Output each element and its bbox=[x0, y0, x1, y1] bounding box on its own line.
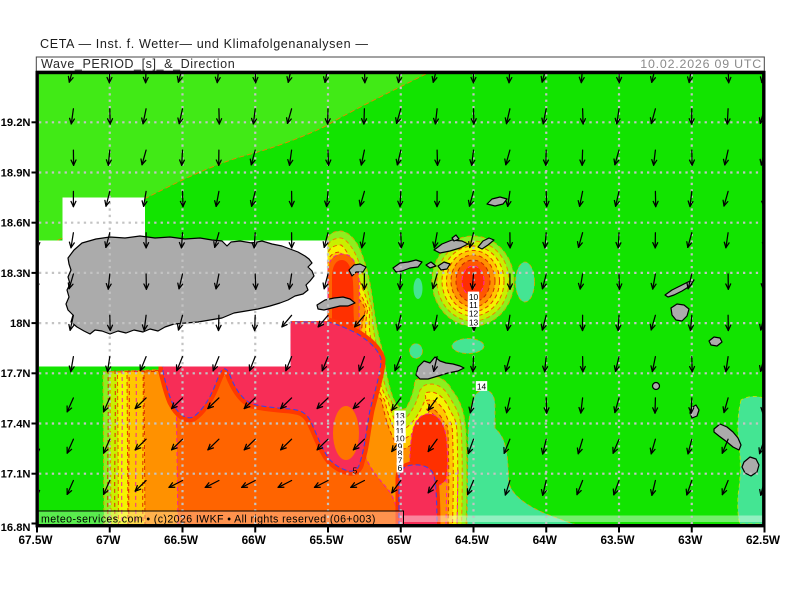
svg-text:66.5W: 66.5W bbox=[164, 533, 199, 547]
svg-text:65W: 65W bbox=[387, 533, 412, 547]
svg-text:17.1N: 17.1N bbox=[1, 469, 31, 481]
svg-text:12: 12 bbox=[469, 308, 479, 318]
svg-text:64W: 64W bbox=[533, 533, 558, 547]
svg-text:62.5W: 62.5W bbox=[746, 533, 781, 547]
svg-text:8: 8 bbox=[398, 448, 403, 458]
svg-text:64.5W: 64.5W bbox=[455, 533, 490, 547]
svg-text:18N: 18N bbox=[10, 318, 31, 330]
svg-text:65.5W: 65.5W bbox=[309, 533, 344, 547]
svg-text:13: 13 bbox=[395, 411, 405, 421]
svg-text:7: 7 bbox=[398, 455, 403, 465]
svg-text:18.6N: 18.6N bbox=[1, 218, 31, 230]
svg-text:10.02.2026 09 UTC: 10.02.2026 09 UTC bbox=[640, 57, 762, 71]
svg-text:19.2N: 19.2N bbox=[1, 117, 31, 129]
svg-text:67.5W: 67.5W bbox=[18, 533, 53, 547]
svg-text:meteo-services.com • (c)2026 I: meteo-services.com • (c)2026 IWKF • All … bbox=[41, 513, 376, 525]
svg-text:67W: 67W bbox=[96, 533, 121, 547]
svg-text:17.4N: 17.4N bbox=[1, 418, 31, 430]
svg-text:14: 14 bbox=[477, 381, 487, 391]
svg-text:18.9N: 18.9N bbox=[1, 167, 31, 179]
svg-text:11: 11 bbox=[396, 426, 405, 436]
svg-text:9: 9 bbox=[398, 441, 403, 451]
svg-text:12: 12 bbox=[395, 418, 405, 428]
svg-text:5: 5 bbox=[353, 465, 358, 475]
svg-text:Wave_PERIOD_[s]_&_Direction: Wave_PERIOD_[s]_&_Direction bbox=[41, 57, 235, 71]
svg-text:17.7N: 17.7N bbox=[1, 368, 31, 380]
svg-text:66W: 66W bbox=[242, 533, 267, 547]
svg-text:10: 10 bbox=[469, 292, 479, 302]
svg-text:6: 6 bbox=[398, 463, 403, 473]
svg-text:18.3N: 18.3N bbox=[1, 268, 31, 280]
svg-text:16.8N: 16.8N bbox=[1, 522, 31, 534]
svg-text:10: 10 bbox=[395, 433, 405, 443]
svg-text:63.5W: 63.5W bbox=[600, 533, 635, 547]
svg-text:13: 13 bbox=[469, 317, 479, 327]
svg-text:11: 11 bbox=[469, 300, 478, 310]
svg-text:63W: 63W bbox=[678, 533, 703, 547]
svg-text:CETA — Inst. f. Wetter— und Kl: CETA — Inst. f. Wetter— und Klimafolgena… bbox=[40, 37, 369, 51]
